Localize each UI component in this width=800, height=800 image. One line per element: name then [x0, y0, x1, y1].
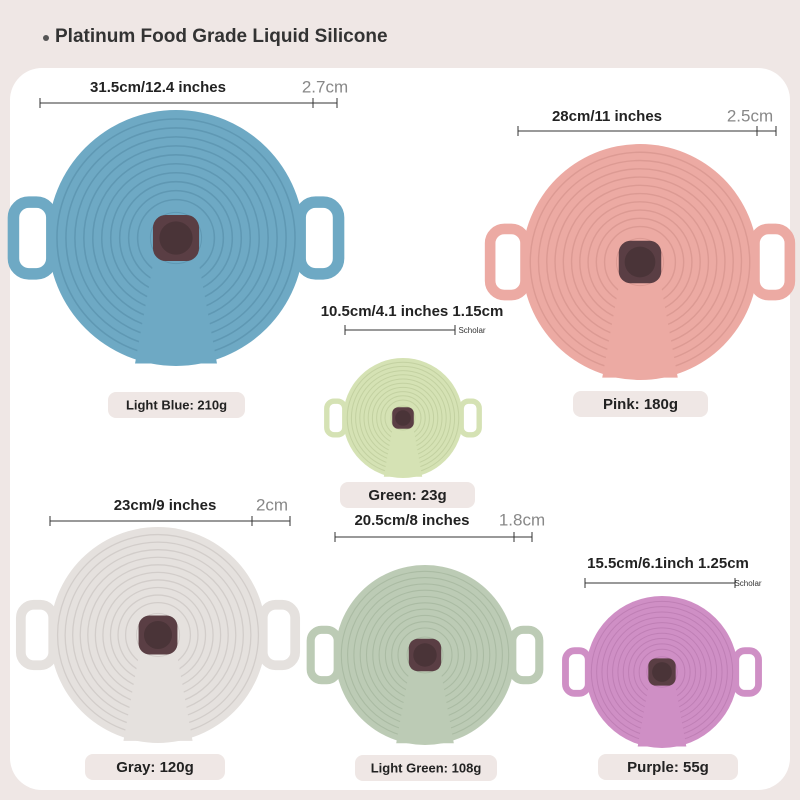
lid-knob-top [413, 643, 437, 667]
lid-knob-top [395, 410, 411, 426]
bullet [43, 35, 49, 41]
lid-groove [123, 651, 193, 741]
lid-groove [637, 683, 687, 747]
size-label: 20.5cm/8 inches [354, 512, 469, 529]
lid [324, 358, 482, 478]
lid-knob-top [652, 662, 672, 682]
size-label: 15.5cm/6.1inch 1.25cm [587, 555, 749, 572]
lid [306, 565, 544, 745]
lid-groove [396, 668, 454, 744]
lid-knob-top [624, 246, 656, 278]
name-pill [85, 754, 225, 780]
name-label: Green: 23g [368, 487, 446, 504]
name-label: Pink: 180g [603, 396, 678, 413]
note-label: Scholar [458, 326, 485, 335]
name-pill [573, 391, 708, 417]
name-label: Light Green: 108g [371, 760, 482, 775]
size-label: 28cm/11 inches [552, 108, 662, 125]
name-pill [340, 482, 475, 508]
name-pill [108, 392, 245, 418]
header-title: Platinum Food Grade Liquid Silicone [55, 26, 388, 47]
lid [15, 527, 301, 743]
size-label: 10.5cm/4.1 inches 1.15cm [321, 303, 504, 320]
name-pill [355, 755, 497, 781]
lid-groove [602, 279, 678, 378]
name-label: Purple: 55g [627, 759, 709, 776]
lid-groove [135, 257, 217, 364]
lid-groove [383, 427, 423, 477]
lid [484, 144, 796, 380]
size-label: 23cm/9 inches [114, 497, 217, 514]
lid-knob-top [159, 221, 193, 255]
lid [562, 596, 762, 748]
thickness-label: 2.5cm [727, 106, 773, 125]
note-label: Scholar [734, 579, 761, 588]
name-label: Gray: 120g [116, 759, 194, 776]
thickness-label: 2.7cm [302, 77, 348, 96]
name-pill [598, 754, 738, 780]
lid-knob-top [143, 620, 173, 650]
lid [7, 110, 345, 366]
name-label: Light Blue: 210g [126, 397, 227, 412]
thickness-label: 1.8cm [499, 510, 545, 529]
thickness-label: 2cm [256, 495, 288, 514]
size-label: 31.5cm/12.4 inches [90, 79, 226, 96]
